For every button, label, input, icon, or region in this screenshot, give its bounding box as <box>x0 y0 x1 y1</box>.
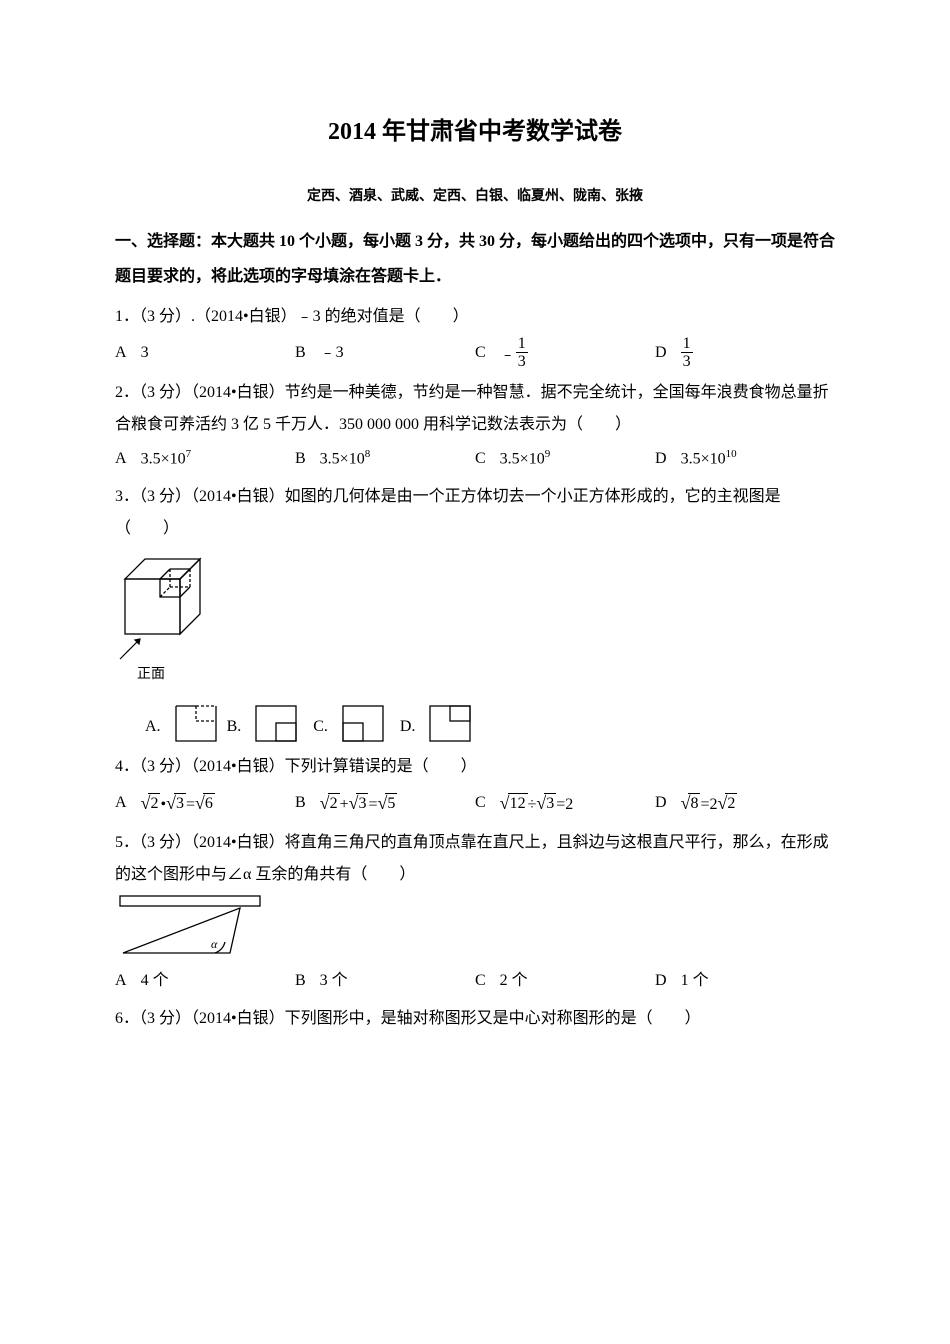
q1-opt-c-num: 1 <box>516 335 528 354</box>
q3-figure: 正面 <box>115 551 835 689</box>
q1-option-a: A 3 <box>115 335 295 371</box>
page-subtitle: 定西、酒泉、武威、定西、白银、临夏州、陇南、张掖 <box>115 184 835 211</box>
question-5-options: A 4 个 B 3 个 C 2 个 D 1 个 <box>115 965 835 997</box>
question-2-options: A 3.5×107 B 3.5×108 C 3.5×109 D 3.5×1010 <box>115 443 835 475</box>
q4-opt-b-expr: √2+√3=√5 <box>320 785 398 821</box>
q3-opt-c-shape <box>338 701 394 743</box>
question-3: 3．（3 分）（2014•白银）如图的几何体是由一个正方体切去一个小正方体形成的… <box>115 481 835 743</box>
q5-opt-d-label: D <box>655 965 667 997</box>
q4-opt-d-expr: √8=2√2 <box>681 785 738 821</box>
svg-text:α: α <box>211 937 218 951</box>
q1-option-b: B ﹣3 <box>295 335 475 371</box>
q4-opt-d-label: D <box>655 787 667 819</box>
q4-opt-c-expr: √12÷√3=2 <box>500 785 574 821</box>
q5-option-d: D 1 个 <box>655 965 835 997</box>
q5-opt-c-label: C <box>475 965 486 997</box>
question-1-options: A 3 B ﹣3 C ﹣ 1 3 D 1 3 <box>115 335 835 371</box>
q4-option-a: A √2•√3=√6 <box>115 785 295 821</box>
q1-opt-d-num: 1 <box>681 335 693 354</box>
q3-opt-a-label: A. <box>145 711 161 743</box>
q1-opt-c-neg: ﹣ <box>500 339 516 371</box>
q5-option-a: A 4 个 <box>115 965 295 997</box>
q2-opt-c-value: 3.5×109 <box>500 443 551 475</box>
q2-option-d: D 3.5×1010 <box>655 443 835 475</box>
q1-opt-c-label: C <box>475 337 486 369</box>
q2-opt-b-value: 3.5×108 <box>320 443 371 475</box>
q5-option-c: C 2 个 <box>475 965 655 997</box>
question-4: 4．（3 分）（2014•白银）下列计算错误的是（ ） A √2•√3=√6 B… <box>115 751 835 821</box>
q1-opt-b-value: ﹣3 <box>320 337 344 369</box>
q2-option-c: C 3.5×109 <box>475 443 655 475</box>
q2-option-a: A 3.5×107 <box>115 443 295 475</box>
question-4-text: 4．（3 分）（2014•白银）下列计算错误的是（ ） <box>115 751 835 783</box>
cube-icon <box>115 551 225 661</box>
q5-opt-a-label: A <box>115 965 127 997</box>
section-header: 一、选择题：本大题共 10 个小题，每小题 3 分，共 30 分，每小题给出的四… <box>115 224 835 294</box>
question-6: 6．（3 分）（2014•白银）下列图形中，是轴对称图形又是中心对称图形的是（ … <box>115 1003 835 1035</box>
q3-opt-d-label: D. <box>400 711 416 743</box>
q1-opt-b-label: B <box>295 337 306 369</box>
q3-opt-c-label: C. <box>313 711 328 743</box>
q5-opt-b-label: B <box>295 965 306 997</box>
q2-opt-b-label: B <box>295 443 306 475</box>
q1-option-d: D 1 3 <box>655 335 835 371</box>
question-2: 2．（3 分）（2014•白银）节约是一种美德，节约是一种智慧．据不完全统计，全… <box>115 377 835 475</box>
question-5: 5．（3 分）（2014•白银）将直角三角尺的直角顶点靠在直尺上，且斜边与这根直… <box>115 827 835 997</box>
q2-option-b: B 3.5×108 <box>295 443 475 475</box>
q4-opt-b-label: B <box>295 787 306 819</box>
question-1: 1．（3 分）.（2014•白银）﹣3 的绝对值是（ ） A 3 B ﹣3 C … <box>115 301 835 371</box>
ruler-triangle-icon: α <box>115 893 275 963</box>
q5-opt-d-value: 1 个 <box>681 965 709 997</box>
q2-opt-a-label: A <box>115 443 127 475</box>
q4-option-d: D √8=2√2 <box>655 785 835 821</box>
q3-opt-a-shape <box>171 701 221 743</box>
q4-opt-c-label: C <box>475 787 486 819</box>
q3-opt-b-shape <box>251 701 307 743</box>
q3-front-label: 正面 <box>137 661 835 689</box>
q1-opt-c-den: 3 <box>516 353 528 371</box>
q2-opt-a-value: 3.5×107 <box>141 443 192 475</box>
q2-opt-d-label: D <box>655 443 667 475</box>
q1-option-c: C ﹣ 1 3 <box>475 335 655 371</box>
q5-figure: α <box>115 893 835 963</box>
question-1-text: 1．（3 分）.（2014•白银）﹣3 的绝对值是（ ） <box>115 301 835 333</box>
question-6-text: 6．（3 分）（2014•白银）下列图形中，是轴对称图形又是中心对称图形的是（ … <box>115 1003 835 1035</box>
question-4-options: A √2•√3=√6 B √2+√3=√5 C √12÷√3=2 D √8=2√… <box>115 785 835 821</box>
question-3-text: 3．（3 分）（2014•白银）如图的几何体是由一个正方体切去一个小正方体形成的… <box>115 481 835 545</box>
q2-opt-c-label: C <box>475 443 486 475</box>
question-2-text: 2．（3 分）（2014•白银）节约是一种美德，节约是一种智慧．据不完全统计，全… <box>115 377 835 441</box>
q1-opt-a-label: A <box>115 337 127 369</box>
q1-opt-d-den: 3 <box>681 353 693 371</box>
q3-options: A. B. C. D. <box>145 701 835 743</box>
q5-option-b: B 3 个 <box>295 965 475 997</box>
q1-opt-c-frac: 1 3 <box>516 335 528 371</box>
q5-opt-b-value: 3 个 <box>320 965 348 997</box>
q4-opt-a-expr: √2•√3=√6 <box>141 785 215 821</box>
page-title: 2014 年甘肃省中考数学试卷 <box>115 110 835 156</box>
question-5-text: 5．（3 分）（2014•白银）将直角三角尺的直角顶点靠在直尺上，且斜边与这根直… <box>115 827 835 891</box>
q1-opt-a-value: 3 <box>141 337 149 369</box>
q4-option-b: B √2+√3=√5 <box>295 785 475 821</box>
q1-opt-d-label: D <box>655 337 667 369</box>
q5-opt-a-value: 4 个 <box>141 965 169 997</box>
q4-option-c: C √12÷√3=2 <box>475 785 655 821</box>
q4-opt-a-label: A <box>115 787 127 819</box>
q1-opt-d-frac: 1 3 <box>681 335 693 371</box>
q3-opt-d-shape <box>425 701 475 743</box>
q3-opt-b-label: B. <box>227 711 242 743</box>
q5-opt-c-value: 2 个 <box>500 965 528 997</box>
q2-opt-d-value: 3.5×1010 <box>681 443 737 475</box>
